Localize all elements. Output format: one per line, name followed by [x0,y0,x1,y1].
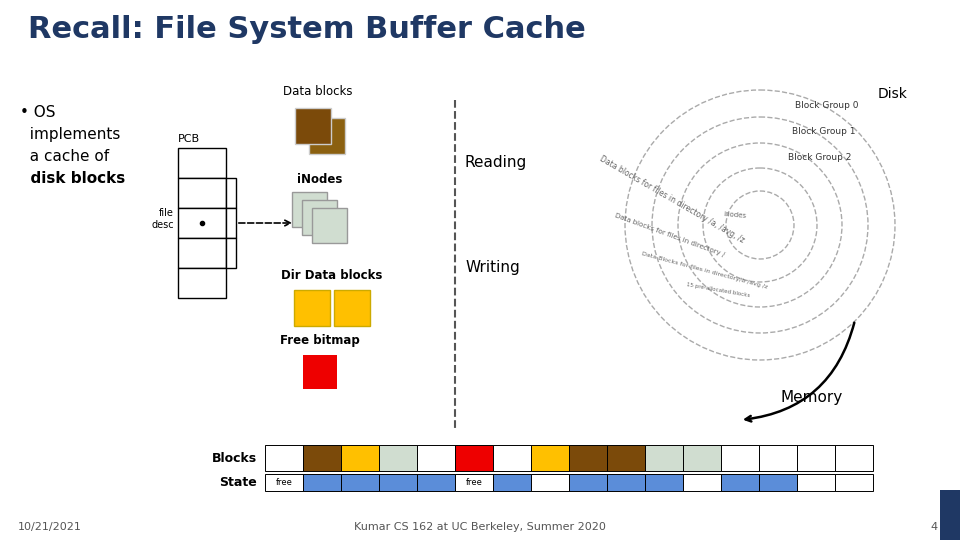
Bar [607,474,645,491]
Bar [309,118,345,154]
Text: Block Group 0: Block Group 0 [795,100,858,110]
Text: Free bitmap: Free bitmap [280,334,360,347]
Text: PCB: PCB [178,134,200,144]
Text: Recall: File System Buffer Cache: Recall: File System Buffer Cache [28,15,586,44]
Bar [302,200,337,235]
Text: implements: implements [20,127,120,142]
Bar [295,108,331,144]
Bar [455,445,493,471]
Bar [455,474,493,491]
Text: Block Group 1: Block Group 1 [792,127,855,137]
Bar [303,474,341,491]
Bar [303,445,341,471]
Bar [417,474,455,491]
Text: Blocks: Blocks [212,451,257,464]
Bar [294,290,330,326]
Text: 4: 4 [930,522,937,532]
Bar [417,445,455,471]
Text: Writing: Writing [465,260,519,275]
Bar [797,445,835,471]
Bar [312,208,347,243]
Bar [940,490,960,540]
Text: Reading: Reading [465,155,527,170]
Bar [178,268,226,298]
Bar [265,474,303,491]
Text: inodes: inodes [723,211,747,219]
Text: a cache of: a cache of [20,149,109,164]
Bar [531,474,569,491]
Text: file
desc: file desc [152,208,174,230]
Text: free: free [466,478,483,487]
Text: Block Group 2: Block Group 2 [788,152,852,161]
Text: Kumar CS 162 at UC Berkeley, Summer 2020: Kumar CS 162 at UC Berkeley, Summer 2020 [354,522,606,532]
Text: Disk: Disk [878,87,908,101]
Bar [178,208,226,238]
Bar [569,474,607,491]
Text: Memory: Memory [780,390,843,405]
Bar [178,238,226,268]
Bar [379,445,417,471]
Bar [531,445,569,471]
Bar [379,474,417,491]
Bar [493,445,531,471]
Text: disk blocks: disk blocks [20,171,125,186]
Text: Data blocks for files in directory /: Data blocks for files in directory / [614,212,726,258]
Text: Data Blocks for files in directory/b /avg /z: Data Blocks for files in directory/b /av… [641,251,769,289]
Text: 15 pre-allocated blocks: 15 pre-allocated blocks [685,282,750,298]
Bar [265,445,303,471]
Text: free: free [276,478,293,487]
Text: Data blocks for files in directory /a, /avg, /z: Data blocks for files in directory /a, /… [598,154,746,245]
Bar [178,148,226,178]
Bar [607,445,645,471]
Bar [645,445,683,471]
Bar [569,445,607,471]
Bar [341,474,379,491]
Text: iNodes: iNodes [298,173,343,186]
Bar [226,208,236,238]
Text: Dir Data blocks: Dir Data blocks [281,269,383,282]
Bar [759,474,797,491]
Bar [683,445,721,471]
Bar [178,178,226,208]
Bar [341,445,379,471]
Bar [683,474,721,491]
Bar [759,445,797,471]
Bar [226,238,236,268]
Bar [292,192,327,227]
Bar [493,474,531,491]
Bar [835,474,873,491]
Text: • OS: • OS [20,105,56,120]
Text: 10/21/2021: 10/21/2021 [18,522,82,532]
Bar [797,474,835,491]
Bar [721,445,759,471]
Bar [226,178,236,208]
Bar [303,355,337,389]
Text: Data blocks: Data blocks [283,85,352,98]
Bar [334,290,370,326]
Bar [721,474,759,491]
Bar [645,474,683,491]
Text: State: State [219,476,257,489]
Bar [835,445,873,471]
